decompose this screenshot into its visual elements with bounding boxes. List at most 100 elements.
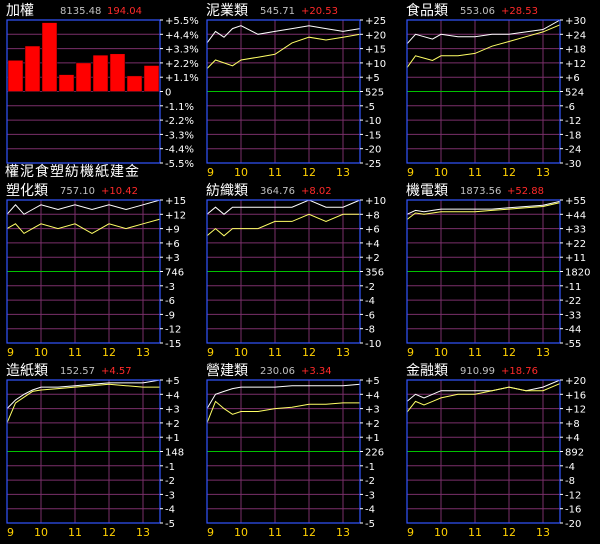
x-tick-label: 12 xyxy=(102,346,116,359)
x-tick-label: 13 xyxy=(336,166,350,179)
y-tick-label: +12 xyxy=(565,59,586,70)
y-tick-label: -5 xyxy=(165,519,175,530)
y-tick-label: +1.1% xyxy=(165,73,199,84)
chart-title: 金融類 xyxy=(406,363,448,379)
chart-change: +8.02 xyxy=(301,186,332,197)
y-tick-label: -1 xyxy=(365,462,375,473)
chart-panel-1: 泥業類 545.71 +20.53 9 10 11 12 13 +25 +20 +15 +10 +5 52… xyxy=(206,3,386,179)
x-tick-label: 12 xyxy=(302,346,316,359)
index-line xyxy=(206,383,361,409)
y-tick-label: +12 xyxy=(165,210,186,221)
chart-change: +18.76 xyxy=(501,366,538,377)
sector-line xyxy=(406,24,561,68)
y-tick-label: +15 xyxy=(365,45,386,56)
bar-機 xyxy=(92,54,109,92)
index-line xyxy=(206,25,361,44)
index-line xyxy=(406,379,561,402)
x-tick-label: 9 xyxy=(407,526,414,539)
y-tick-label: -4 xyxy=(565,462,575,473)
chart-change: +10.42 xyxy=(101,186,138,197)
sector-line xyxy=(406,202,561,220)
y-tick-label: +5.5% xyxy=(165,16,199,27)
y-tick-label: +10 xyxy=(365,196,386,207)
y-tick-label: -22 xyxy=(565,296,581,307)
bar-金 xyxy=(143,65,160,92)
x-tick-label: 12 xyxy=(302,166,316,179)
y-tick-label: 0 xyxy=(165,88,171,99)
chart-panel-3: 塑化類 757.10 +10.42 9 10 11 12 13 +15 +12 +9 +6 +3 746 -… xyxy=(6,183,186,359)
y-tick-label: +8 xyxy=(365,210,380,221)
x-tick-label: 12 xyxy=(502,166,516,179)
y-tick-label: -11 xyxy=(565,282,581,293)
y-tick-label: +4 xyxy=(365,390,380,401)
chart-title: 塑化類 xyxy=(6,183,48,199)
y-tick-label: +24 xyxy=(565,30,586,41)
chart-panel-0: 加權 8135.48 194.04 權泥食塑紡機紙建金 +5.5% +4.4% +3.3% +… xyxy=(5,3,199,180)
bar-紡 xyxy=(75,62,92,92)
y-tick-label: -12 xyxy=(565,116,581,127)
x-tick-label: 13 xyxy=(536,346,550,359)
y-tick-label: +15 xyxy=(165,196,186,207)
y-tick-label: +1 xyxy=(365,433,380,444)
y-tick-label: -25 xyxy=(365,159,381,170)
bar-建 xyxy=(126,75,143,92)
y-tick-label: -10 xyxy=(365,339,381,350)
chart-title: 機電類 xyxy=(406,183,448,199)
y-tick-label: +5 xyxy=(365,73,380,84)
y-tick-label: -4 xyxy=(365,296,375,307)
x-tick-label: 11 xyxy=(68,526,82,539)
x-tick-label: 13 xyxy=(336,346,350,359)
y-tick-label: 1820 xyxy=(565,268,590,279)
y-tick-label: -20 xyxy=(565,519,581,530)
bar-紙 xyxy=(109,53,126,92)
chart-title: 食品類 xyxy=(406,2,448,19)
chart-price: 757.10 xyxy=(60,186,95,197)
y-tick-label: +4 xyxy=(365,239,380,250)
y-tick-label: -1 xyxy=(165,462,175,473)
y-tick-label: -6 xyxy=(165,296,175,307)
y-tick-label: +11 xyxy=(565,253,586,264)
y-tick-label: +33 xyxy=(565,225,586,236)
chart-change: +20.53 xyxy=(301,6,338,17)
bar-泥 xyxy=(24,45,41,92)
x-tick-label: 10 xyxy=(434,346,448,359)
y-tick-label: -44 xyxy=(565,325,581,336)
y-tick-label: 746 xyxy=(165,268,184,279)
index-line xyxy=(6,379,161,409)
y-tick-label: -3 xyxy=(165,490,175,501)
chart-price: 152.57 xyxy=(60,366,95,377)
x-tick-label: 10 xyxy=(234,166,248,179)
chart-change: +52.88 xyxy=(507,186,544,197)
y-tick-label: -4 xyxy=(165,505,175,516)
sector-line xyxy=(406,383,561,413)
chart-price: 553.06 xyxy=(460,6,495,17)
y-tick-label: +4 xyxy=(565,433,580,444)
chart-title: 泥業類 xyxy=(206,3,248,19)
x-tick-label: 11 xyxy=(68,346,82,359)
y-tick-label: 226 xyxy=(365,448,384,459)
x-tick-label: 10 xyxy=(34,346,48,359)
x-tick-label: 13 xyxy=(136,346,150,359)
y-tick-label: -15 xyxy=(165,339,181,350)
y-tick-label: -33 xyxy=(565,310,581,321)
y-tick-label: -2 xyxy=(365,282,375,293)
x-tick-label: 13 xyxy=(336,526,350,539)
y-tick-label: +5 xyxy=(365,376,380,387)
y-tick-label: +6 xyxy=(565,73,580,84)
sector-line xyxy=(206,213,360,237)
y-tick-label: -3 xyxy=(165,282,175,293)
y-tick-label: 525 xyxy=(365,88,384,99)
chart-panel-5: 機電類 1873.56 +52.88 9 10 11 12 13 +55 +44 +33 +22 +11… xyxy=(406,183,590,359)
x-tick-label: 9 xyxy=(7,526,14,539)
x-tick-label: 9 xyxy=(207,346,214,359)
y-tick-label: +2 xyxy=(365,419,380,430)
y-tick-label: +18 xyxy=(565,45,586,56)
chart-title: 營建類 xyxy=(206,363,248,379)
y-tick-label: -4.4% xyxy=(165,145,194,156)
y-tick-label: -16 xyxy=(565,505,581,516)
y-tick-label: +8 xyxy=(565,419,580,430)
x-tick-label: 11 xyxy=(468,166,482,179)
chart-title: 紡織類 xyxy=(206,183,248,199)
